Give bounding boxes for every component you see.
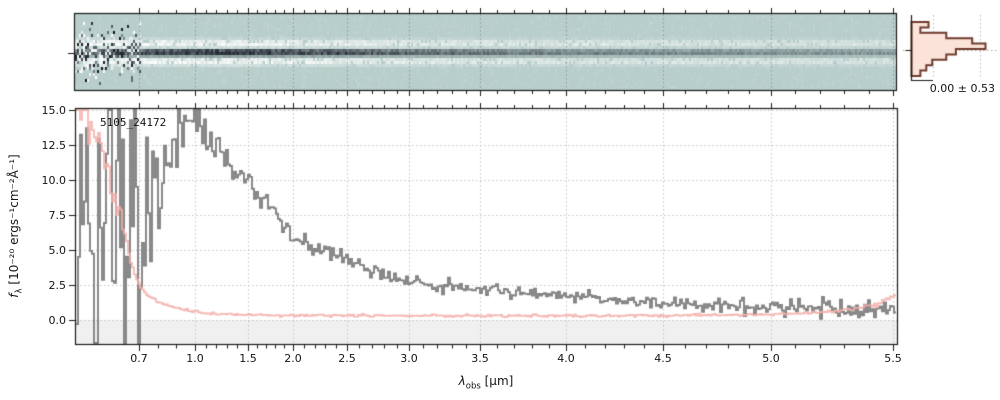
object-id-annotation: 5105_24172 (100, 116, 167, 129)
histogram-stat-annotation: 0.00 ± 0.53 (929, 82, 995, 95)
x-tick-label: 5.5 (884, 352, 902, 365)
x-tick-label: 2.0 (284, 352, 302, 365)
y-tick-label: 2.5 (48, 278, 67, 292)
x-axis-label: λobs [μm] (458, 374, 514, 392)
y-tick-label: 15.0 (41, 103, 67, 117)
x-tick-label: 4.5 (654, 352, 672, 365)
x-tick-label: 3.5 (471, 352, 489, 365)
x-tick-label: 1.5 (239, 352, 257, 365)
y-tick-label: 12.5 (41, 138, 67, 152)
y-tick-label: 5.0 (48, 243, 67, 257)
x-tick-label: 0.7 (130, 352, 148, 365)
y-tick-label: 10.0 (41, 173, 67, 187)
x-tick-label: 1.0 (186, 352, 204, 365)
y-axis-label: fλ [10⁻²⁰ ergs⁻¹cm⁻²Å⁻¹] (7, 154, 25, 298)
x-tick-label: 4.0 (557, 352, 575, 365)
x-tick-label: 5.0 (762, 352, 780, 365)
x-tick-label: 3.0 (400, 352, 418, 365)
y-tick-label: 0.0 (48, 313, 67, 327)
y-tick-label: 7.5 (48, 208, 67, 222)
x-tick-label: 2.5 (338, 352, 356, 365)
